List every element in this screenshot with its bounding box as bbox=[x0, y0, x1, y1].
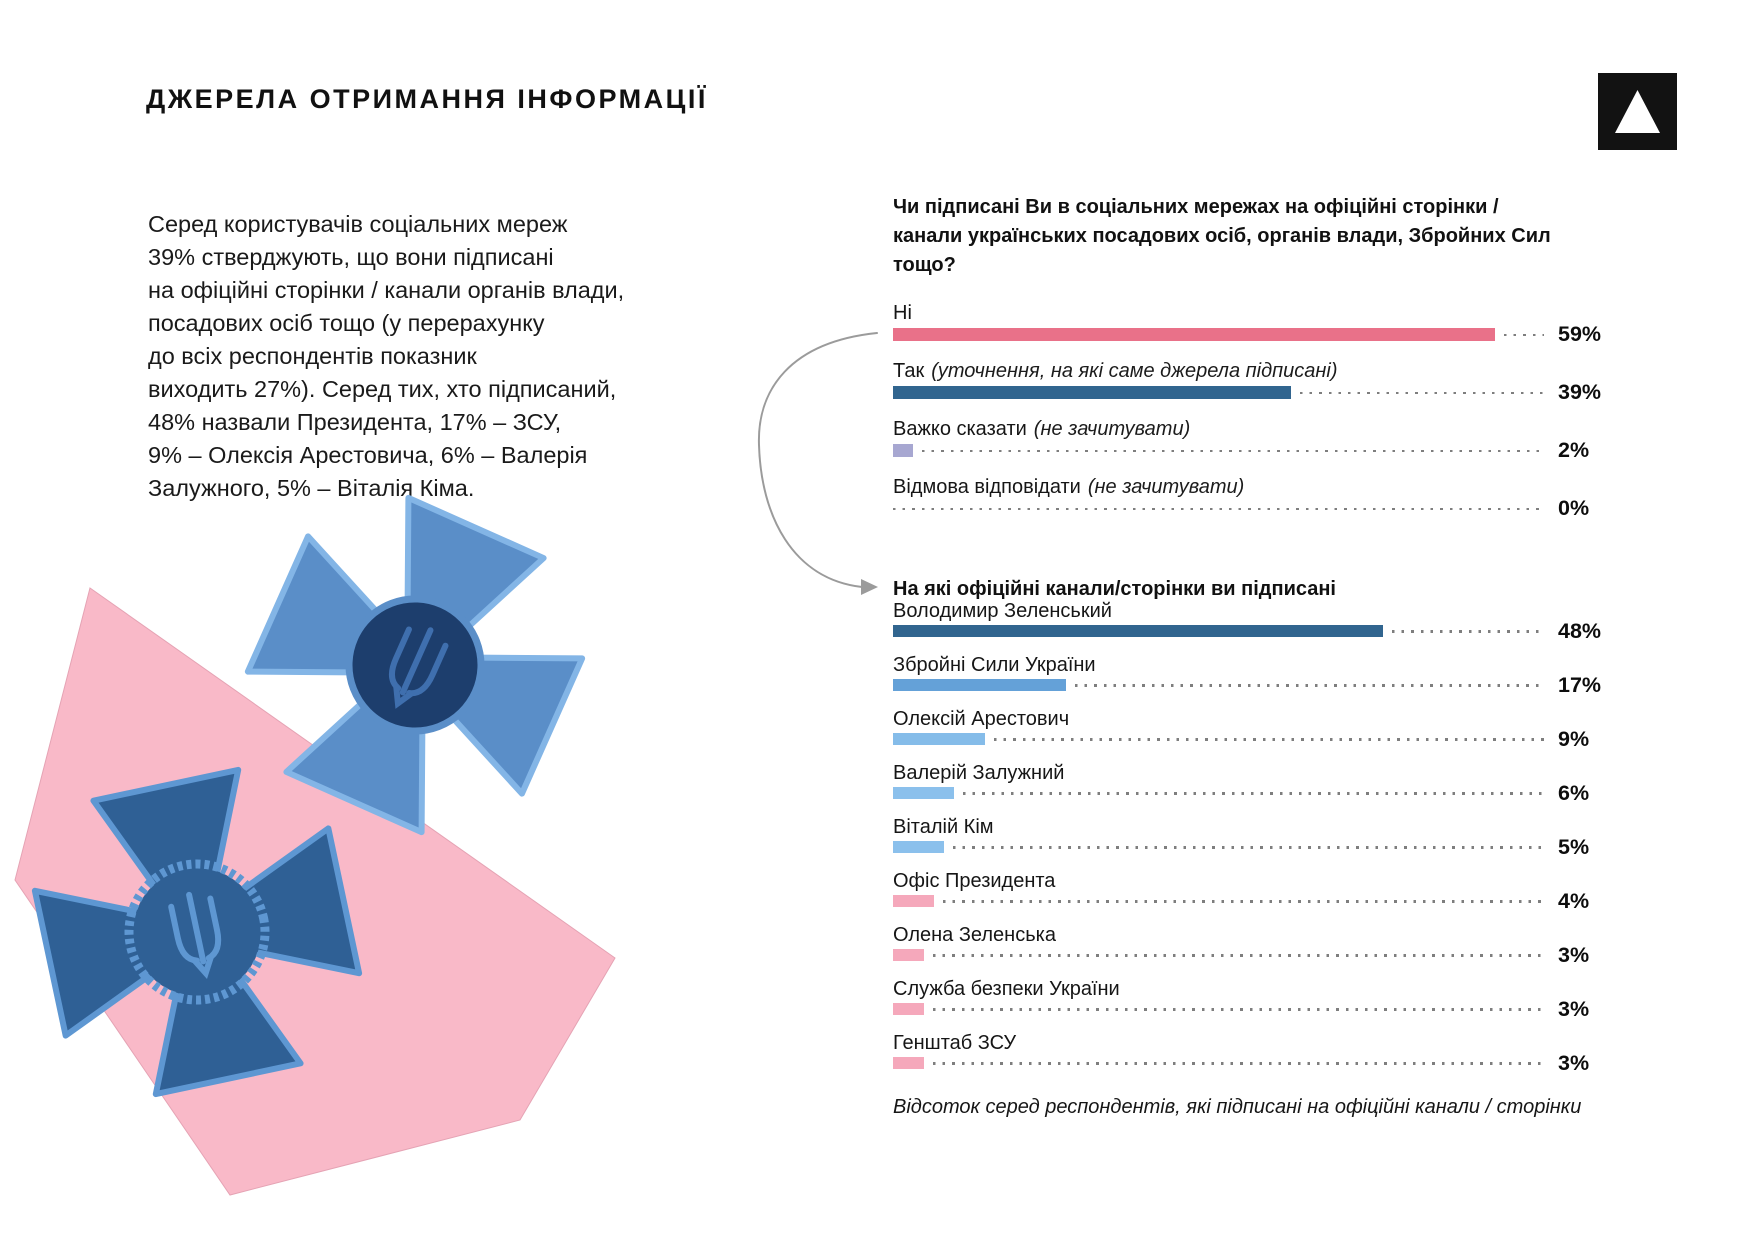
bar-category-label: Віталій Кім bbox=[893, 816, 994, 838]
chart-row: Важко сказати (не зачитувати) 2% bbox=[893, 418, 1693, 476]
bar bbox=[893, 895, 934, 907]
bar bbox=[893, 625, 1383, 637]
arrowhead-icon bbox=[861, 579, 878, 595]
wreath-ring bbox=[124, 859, 270, 1005]
bar bbox=[893, 949, 924, 961]
chart-row: Відмова відповідати (не зачитувати) 0% bbox=[893, 476, 1693, 534]
bar bbox=[893, 1057, 924, 1069]
bar-category-label: Олена Зеленська bbox=[893, 924, 1056, 946]
tryzub-icon bbox=[168, 891, 222, 979]
bar-category-label: Офіс Президента bbox=[893, 870, 1056, 892]
bar-value-label: 39% bbox=[1558, 380, 1602, 404]
dotted-leader bbox=[994, 738, 1544, 741]
chart-row: Збройні Сили України 17% bbox=[893, 654, 1693, 708]
bar-value-label: 17% bbox=[1558, 673, 1602, 697]
chart-row: Володимир Зеленський 48% bbox=[893, 600, 1693, 654]
bar-value-label: 48% bbox=[1558, 619, 1602, 643]
bar-category-label: Важко сказати bbox=[893, 418, 1027, 440]
bar-category-label: Володимир Зеленський bbox=[893, 600, 1112, 622]
bar bbox=[893, 733, 985, 745]
dotted-leader bbox=[1504, 333, 1544, 337]
bar bbox=[893, 328, 1495, 341]
dotted-leader bbox=[1300, 391, 1544, 395]
chart-title: Чи підписані Ви в соціальних мережах на … bbox=[893, 196, 1551, 276]
chart-row: Ні 59% bbox=[893, 302, 1693, 360]
bar bbox=[893, 444, 913, 457]
chart-row: Віталій Кім 5% bbox=[893, 816, 1693, 870]
bar-value-label: 4% bbox=[1558, 889, 1590, 913]
bar bbox=[893, 679, 1066, 691]
chart-row: Олексій Арестович 9% bbox=[893, 708, 1693, 762]
connector-arrow bbox=[757, 332, 878, 595]
dotted-leader bbox=[943, 900, 1544, 903]
decorative-emblems-illustration bbox=[14, 494, 616, 1196]
dotted-leader bbox=[933, 1062, 1544, 1065]
chart-subscribed-question: Чи підписані Ви в соціальних мережах на … bbox=[893, 193, 1693, 534]
bar-category-label: Служба безпеки України bbox=[893, 978, 1120, 1000]
bar bbox=[893, 1003, 924, 1015]
dotted-leader bbox=[1392, 630, 1544, 633]
bar bbox=[893, 787, 954, 799]
bar-category-label: Генштаб ЗСУ bbox=[893, 1032, 1017, 1054]
triangle-icon bbox=[1615, 90, 1660, 133]
chart-row: Генштаб ЗСУ 3% bbox=[893, 1032, 1693, 1086]
dotted-leader bbox=[933, 1008, 1544, 1011]
brand-logo bbox=[1598, 73, 1677, 150]
bar-value-label: 5% bbox=[1558, 835, 1590, 859]
chart-row: Валерій Залужний 6% bbox=[893, 762, 1693, 816]
chart-row: Олена Зеленська 3% bbox=[893, 924, 1693, 978]
bar-category-label: Ні bbox=[893, 302, 912, 324]
chart-row: Офіс Президента 4% bbox=[893, 870, 1693, 924]
bar-label-note: (уточнення, на які саме джерела підписан… bbox=[931, 360, 1338, 382]
bar bbox=[893, 841, 944, 853]
bar-value-label: 2% bbox=[1558, 438, 1590, 462]
bar-value-label: 3% bbox=[1558, 1051, 1590, 1075]
bar-category-label: Валерій Залужний bbox=[893, 762, 1065, 784]
tryzub-icon bbox=[388, 626, 449, 709]
bar-value-label: 9% bbox=[1558, 727, 1590, 751]
security-service-cross-emblem bbox=[31, 766, 363, 1098]
bar-value-label: 0% bbox=[1558, 496, 1590, 520]
dotted-leader bbox=[953, 846, 1544, 849]
chart-footnote: Відсоток серед респондентів, які підписа… bbox=[893, 1096, 1582, 1118]
bar-category-label: Олексій Арестович bbox=[893, 708, 1070, 730]
chart-title: На які офіційні канали/сторінки ви підпи… bbox=[893, 578, 1336, 600]
bar bbox=[893, 386, 1291, 399]
bar-category-label: Так bbox=[893, 360, 925, 382]
dotted-leader bbox=[1075, 684, 1544, 687]
bar-value-label: 6% bbox=[1558, 781, 1590, 805]
bar-label-note: (не зачитувати) bbox=[1033, 418, 1191, 440]
bar-value-label: 3% bbox=[1558, 997, 1590, 1021]
dotted-leader bbox=[963, 792, 1544, 795]
chart-subscribed-channels: На які офіційні канали/сторінки ви підпи… bbox=[893, 578, 1693, 1119]
chart-row: Так (уточнення, на які саме джерела підпи… bbox=[893, 360, 1693, 418]
bar-label-note: (не зачитувати) bbox=[1087, 476, 1245, 498]
bar-value-label: 3% bbox=[1558, 943, 1590, 967]
page-title: ДЖЕРЕЛА ОТРИМАННЯ ІНФОРМАЦІЇ bbox=[146, 84, 708, 114]
intro-paragraph: Серед користувачів соціальних мереж 39% … bbox=[148, 211, 625, 501]
bar-value-label: 59% bbox=[1558, 322, 1602, 346]
chart-row: Служба безпеки України 3% bbox=[893, 978, 1693, 1032]
bar-category-label: Відмова відповідати bbox=[893, 476, 1081, 498]
dotted-leader bbox=[933, 954, 1544, 957]
dotted-leader bbox=[922, 449, 1544, 453]
bar-category-label: Збройні Сили України bbox=[893, 654, 1096, 676]
armed-forces-cross-emblem bbox=[244, 494, 586, 836]
dotted-leader bbox=[893, 507, 1544, 511]
